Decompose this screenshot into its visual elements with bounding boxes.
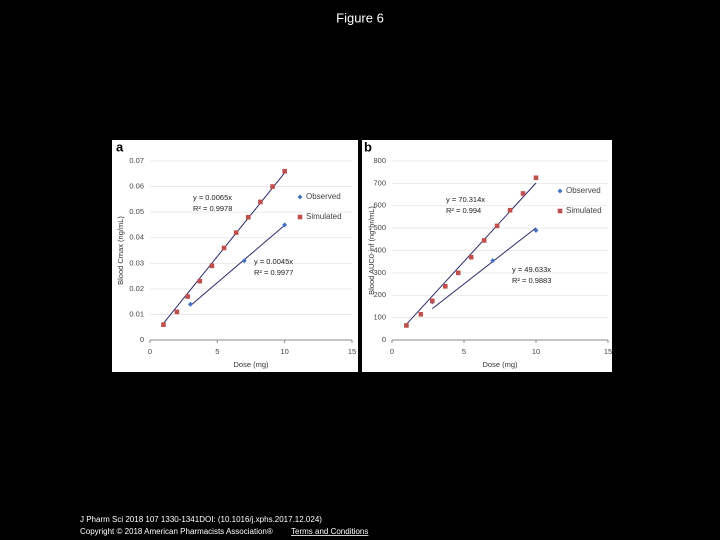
- point: [418, 311, 424, 317]
- y-tick-label: 700: [373, 178, 386, 187]
- point: [241, 258, 247, 264]
- x-tick-label: 10: [280, 347, 288, 356]
- trend-equation: y = 49.633x: [512, 265, 551, 274]
- trend-r2: R² = 0.9977: [254, 268, 293, 277]
- y-tick-label: 0.03: [129, 258, 144, 267]
- copyright: Copyright © 2018 American Pharmacists As…: [80, 527, 273, 536]
- trend-equation: y = 0.0065x: [193, 193, 232, 202]
- y-axis-label: Blood AUC0-inf (ng*hr/mL): [367, 206, 376, 295]
- trend-r2: R² = 0.994: [446, 206, 481, 215]
- panel-bg: [362, 140, 612, 372]
- point: [221, 245, 227, 251]
- terms-link[interactable]: Terms and Conditions: [291, 527, 368, 536]
- legend-label: Observed: [306, 192, 341, 201]
- trend-r2: R² = 0.9883: [512, 276, 551, 285]
- point: [282, 222, 288, 228]
- legend-label: Simulated: [566, 206, 602, 215]
- y-tick-label: 0.05: [129, 207, 144, 216]
- point: [490, 258, 496, 264]
- y-tick-label: 100: [373, 313, 386, 322]
- point: [246, 214, 251, 220]
- y-tick-label: 0.02: [129, 284, 144, 293]
- point: [430, 298, 435, 304]
- point: [161, 322, 166, 327]
- slide-title: Figure 6: [336, 10, 384, 25]
- y-tick-label: 0.01: [129, 309, 144, 318]
- x-tick-label: 0: [148, 347, 152, 356]
- y-axis-label: Blood Cmax (ng/mL): [116, 216, 125, 285]
- trendline: [406, 182, 537, 325]
- y-tick-label: 0.07: [129, 156, 144, 165]
- trendline: [190, 224, 285, 306]
- x-tick-label: 15: [604, 347, 612, 356]
- point: [185, 294, 191, 299]
- point: [270, 184, 275, 189]
- point: [455, 270, 461, 276]
- trendline: [432, 227, 537, 309]
- point: [468, 254, 474, 260]
- y-tick-label: 300: [373, 268, 386, 277]
- legend-swatch: [557, 208, 563, 214]
- point: [187, 301, 193, 307]
- y-tick-label: 0.06: [129, 182, 144, 191]
- point: [533, 175, 539, 181]
- y-tick-label: 500: [373, 223, 386, 232]
- y-tick-label: 0: [382, 335, 386, 344]
- point: [197, 278, 203, 284]
- x-tick-label: 10: [532, 347, 540, 356]
- y-tick-label: 600: [373, 201, 386, 210]
- y-tick-label: 0: [140, 335, 144, 344]
- y-tick-label: 200: [373, 290, 386, 299]
- x-axis-label: Dose (mg): [233, 360, 269, 369]
- point: [481, 238, 487, 243]
- legend-label: Observed: [566, 186, 601, 195]
- trend-equation: y = 0.0045x: [254, 257, 293, 266]
- x-tick-label: 5: [462, 347, 466, 356]
- y-tick-label: 0.04: [129, 233, 144, 242]
- citation: J Pharm Sci 2018 107 1330-1341DOI: (10.1…: [80, 515, 322, 524]
- legend-label: Simulated: [306, 212, 342, 221]
- panel-bg: [112, 140, 358, 372]
- x-tick-label: 0: [390, 347, 394, 356]
- trend-r2: R² = 0.9978: [193, 204, 232, 213]
- point: [258, 199, 263, 205]
- point: [507, 207, 513, 213]
- point: [233, 230, 239, 235]
- x-tick-label: 15: [348, 347, 356, 356]
- point: [442, 284, 448, 289]
- trend-equation: y = 70.314x: [446, 195, 485, 204]
- x-tick-label: 5: [215, 347, 219, 356]
- x-axis-label: Dose (mg): [482, 360, 518, 369]
- point: [494, 223, 500, 229]
- y-tick-label: 800: [373, 156, 386, 165]
- legend-swatch: [297, 214, 303, 220]
- legend-swatch: [297, 194, 303, 200]
- y-tick-label: 400: [373, 245, 386, 254]
- legend-swatch: [557, 188, 563, 194]
- point: [520, 191, 526, 196]
- point: [533, 227, 539, 233]
- point: [174, 309, 180, 315]
- point: [209, 263, 215, 269]
- panel-label: b: [364, 139, 372, 154]
- point: [404, 323, 409, 328]
- panel-label: a: [116, 139, 124, 154]
- point: [282, 168, 287, 174]
